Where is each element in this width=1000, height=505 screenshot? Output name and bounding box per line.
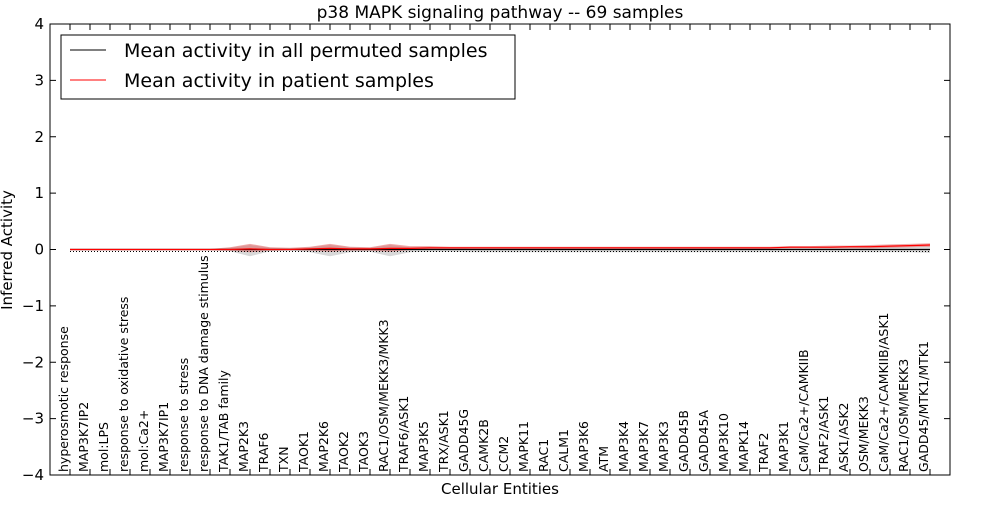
x-category-label: MAP3K4 <box>616 421 631 472</box>
x-category-label: ASK1/ASK2 <box>836 403 851 472</box>
y-tick-label: −3 <box>22 410 44 428</box>
x-category-label: CCM2 <box>496 436 511 472</box>
legend-label-permuted: Mean activity in all permuted samples <box>124 40 487 62</box>
legend-box <box>60 34 516 100</box>
x-category-label: MAPK14 <box>736 421 751 472</box>
x-category-label: GADD45B <box>676 410 691 472</box>
x-category-label: MAP3K6 <box>576 421 591 472</box>
x-category-label: GADD45A <box>696 410 711 472</box>
x-category-label: response to oxidative stress <box>116 297 131 472</box>
x-category-label: ATM <box>596 446 611 472</box>
y-axis-title: Inferred Activity <box>0 190 16 310</box>
x-category-label: response to DNA damage stimulus <box>196 255 211 472</box>
x-category-label: MAP3K1 <box>776 421 791 472</box>
x-category-label: TRX/ASK1 <box>436 410 451 473</box>
series-line-patient <box>70 244 931 251</box>
x-category-label: RAC1 <box>536 439 551 472</box>
y-tick-label: 0 <box>34 241 44 259</box>
legend: Mean activity in all permuted samples Me… <box>60 34 516 100</box>
x-category-label: MAP3K10 <box>716 413 731 472</box>
x-category-label: CAMK2B <box>476 419 491 472</box>
x-category-label: mol:Ca2+ <box>136 410 151 472</box>
x-category-label: MAP3K7IP1 <box>156 402 171 472</box>
x-category-label: TRAF6 <box>256 432 271 473</box>
y-tick-label: −1 <box>22 297 44 315</box>
ticks-layer: 4 3 2 1 0 −1 −2 −3 −4 <box>22 15 950 484</box>
chart-title: p38 MAPK signaling pathway -- 69 samples <box>317 3 684 23</box>
x-category-label: MAP3K3 <box>656 421 671 472</box>
x-category-label: MAPK11 <box>516 421 531 472</box>
x-category-label: MAP2K3 <box>236 421 251 472</box>
x-category-label: TRAF2/ASK1 <box>816 396 831 473</box>
x-axis-title: Cellular Entities <box>441 480 559 498</box>
x-category-label: mol:LPS <box>96 422 111 472</box>
x-category-label: RAC1/OSM/MEKK3 <box>896 359 911 472</box>
legend-label-patient: Mean activity in patient samples <box>124 70 434 92</box>
x-category-label: response to stress <box>176 358 191 472</box>
x-category-label: GADD45/MTK1/MTK1 <box>916 341 931 472</box>
x-category-label: TXN <box>276 446 291 473</box>
x-category-label: MAP2K6 <box>316 421 331 472</box>
y-tick-label: −2 <box>22 353 44 371</box>
x-category-label: MAP3K7 <box>636 421 651 472</box>
x-category-label: TAOK1 <box>296 431 311 473</box>
x-category-label: CaM/Ca2+/CAMKIIB <box>796 349 811 472</box>
y-tick-label: 1 <box>34 184 44 202</box>
y-tick-label: 4 <box>34 15 44 33</box>
x-category-label: GADD45G <box>456 409 471 472</box>
x-category-label: MAP3K7IP2 <box>76 402 91 472</box>
x-category-label: TAOK3 <box>356 431 371 473</box>
lines-layer <box>70 244 931 252</box>
x-category-label: OSM/MEKK3 <box>856 396 871 472</box>
x-category-label: MAP3K5 <box>416 421 431 472</box>
x-category-label: TAK1/TAB family <box>216 369 231 473</box>
category-labels: hyperosmotic response MAP3K7IP2 mol:LPS res… <box>56 255 931 473</box>
x-category-label: CALM1 <box>556 429 571 472</box>
y-tick-label: 3 <box>34 71 44 89</box>
y-tick-label: −4 <box>22 466 44 484</box>
x-category-label: CaM/Ca2+/CAMKIIB/ASK1 <box>876 313 891 472</box>
y-tick-label: 2 <box>34 128 44 146</box>
x-category-label: TRAF6/ASK1 <box>396 396 411 473</box>
x-category-label: RAC1/OSM/MEKK3/MKK3 <box>376 319 391 472</box>
x-category-label: hyperosmotic response <box>56 326 71 472</box>
x-category-label: TAOK2 <box>336 431 351 473</box>
x-category-label: TRAF2 <box>756 432 771 473</box>
